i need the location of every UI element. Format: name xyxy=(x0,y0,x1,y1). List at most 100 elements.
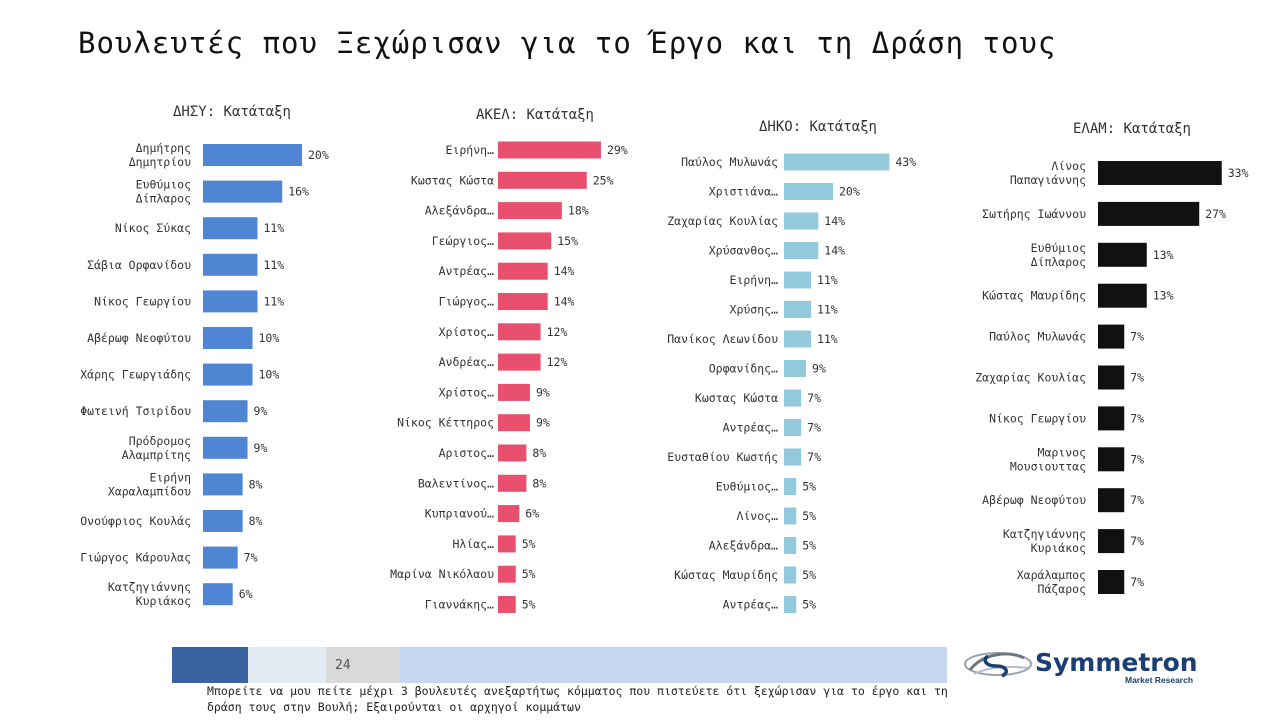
data-label: 14% xyxy=(824,214,845,228)
data-label: 13% xyxy=(1153,289,1174,303)
category-label: Κωστας Κώστα xyxy=(411,173,494,187)
category-label: Κατζηγιάννης Κυριάκος xyxy=(1003,527,1086,555)
logo-subtitle: Market Research xyxy=(1125,675,1194,685)
bar xyxy=(498,171,587,189)
data-label: 15% xyxy=(557,234,578,248)
category-label: Ζαχαρίας Κουλίας xyxy=(975,371,1086,385)
category-label: Αβέρωφ Νεοφύτου xyxy=(982,493,1086,507)
data-label: 7% xyxy=(1130,493,1144,507)
bar xyxy=(203,253,258,276)
bar xyxy=(203,510,243,532)
category-label: Αντρέας… xyxy=(439,264,494,278)
category-label: Φωτεινή Τσιρίδου xyxy=(80,404,191,418)
data-label: 11% xyxy=(263,221,284,235)
category-label: Αντρέας… xyxy=(723,598,778,612)
page-title: Βουλευτές που Ξεχώρισαν για το Έργο και … xyxy=(78,26,1057,60)
bar xyxy=(784,360,807,377)
data-label: 5% xyxy=(522,567,536,581)
category-label: Ευθύμιος… xyxy=(716,480,778,494)
data-label: 5% xyxy=(802,568,816,582)
data-label: 7% xyxy=(1130,371,1144,385)
data-label: 9% xyxy=(254,441,268,455)
data-label: 9% xyxy=(812,362,826,376)
bar xyxy=(498,565,516,583)
bar xyxy=(203,144,302,166)
bar xyxy=(203,363,253,386)
bar xyxy=(203,290,258,313)
bar xyxy=(1098,365,1125,390)
bar xyxy=(498,202,562,220)
data-label: 9% xyxy=(536,385,550,399)
footer-segment-gray xyxy=(326,647,400,683)
chart-title: ΔΗΚΟ: Κατάταξη xyxy=(759,119,877,135)
data-label: 7% xyxy=(807,421,821,435)
category-label: Ειρήνη… xyxy=(446,143,495,157)
bar xyxy=(1098,447,1125,472)
bar xyxy=(1098,488,1125,513)
data-label: 7% xyxy=(1130,534,1144,548)
data-label: 20% xyxy=(308,148,329,162)
bar xyxy=(784,478,797,495)
bar xyxy=(1098,324,1125,349)
bar xyxy=(784,212,819,230)
data-label: 20% xyxy=(839,185,860,199)
data-label: 12% xyxy=(547,355,568,369)
category-label: Χρύσανθος… xyxy=(709,244,778,258)
category-label: Κατζηγιάννης Κυριάκος xyxy=(108,580,191,608)
footer-segment-dark xyxy=(172,647,248,683)
category-label: Αβέρωφ Νεοφύτου xyxy=(87,331,191,345)
data-label: 14% xyxy=(554,264,575,278)
logo-swirl-icon xyxy=(964,652,1032,678)
bar xyxy=(1098,529,1125,554)
data-label: 6% xyxy=(239,587,253,601)
category-label: Αντρέας… xyxy=(723,421,778,435)
data-label: 7% xyxy=(1130,575,1144,589)
bar xyxy=(203,473,243,496)
data-label: 14% xyxy=(824,244,845,258)
data-label: 33% xyxy=(1228,166,1249,180)
category-label: Ορφανίδης… xyxy=(709,362,778,376)
data-label: 5% xyxy=(802,480,816,494)
data-label: 18% xyxy=(568,204,589,218)
data-label: 11% xyxy=(263,258,284,272)
category-label: Χαράλαμπος Πάζαρος xyxy=(1017,568,1086,596)
data-label: 27% xyxy=(1205,207,1226,221)
bar xyxy=(784,596,797,613)
data-label: 5% xyxy=(522,537,536,551)
data-label: 16% xyxy=(288,185,309,199)
bar xyxy=(1098,406,1125,431)
category-label: Χάρης Γεωργιάδης xyxy=(80,368,191,382)
data-label: 10% xyxy=(259,368,280,382)
bar xyxy=(1098,242,1147,267)
bar xyxy=(784,242,819,259)
bar xyxy=(498,353,541,371)
category-label: Χρύσης… xyxy=(730,303,779,317)
data-label: 7% xyxy=(807,450,821,464)
data-label: 5% xyxy=(802,509,816,523)
bar xyxy=(784,419,802,436)
data-label: 8% xyxy=(249,477,263,491)
bar xyxy=(784,301,811,318)
category-label: Ονούφριος Κουλάς xyxy=(80,514,191,528)
data-label: 9% xyxy=(254,404,268,418)
category-label: Αλεξάνδρα… xyxy=(709,539,778,553)
page-number: 24 xyxy=(335,658,351,673)
data-label: 10% xyxy=(259,331,280,345)
bar xyxy=(498,383,530,401)
category-label: Μαρινος Μουσιουττας xyxy=(1010,445,1086,473)
category-label: Ευσταθίου Κωστής xyxy=(667,450,778,464)
category-label: Λίνος… xyxy=(736,509,778,523)
question-footnote: Μπορείτε να μου πείτε μέχρι 3 βουλευτές … xyxy=(207,684,948,714)
bar-charts: ΔΗΣΥ: Κατάταξη 20% Δημήτρης Δημητρίου 16% Ευθ… xyxy=(80,104,1249,613)
logo-name: Symmetron xyxy=(1035,648,1198,677)
category-label: Πρόδρομος Αλαμπρίτης xyxy=(122,434,191,462)
data-label: 25% xyxy=(593,173,614,187)
data-label: 11% xyxy=(263,294,284,308)
bar xyxy=(498,444,527,462)
bar xyxy=(498,293,548,310)
chart-title: ΑΚΕΛ: Κατάταξη xyxy=(476,107,594,123)
footer-segment-mid xyxy=(400,647,947,683)
bar xyxy=(498,141,601,159)
bar xyxy=(784,330,811,348)
bar xyxy=(498,323,541,341)
